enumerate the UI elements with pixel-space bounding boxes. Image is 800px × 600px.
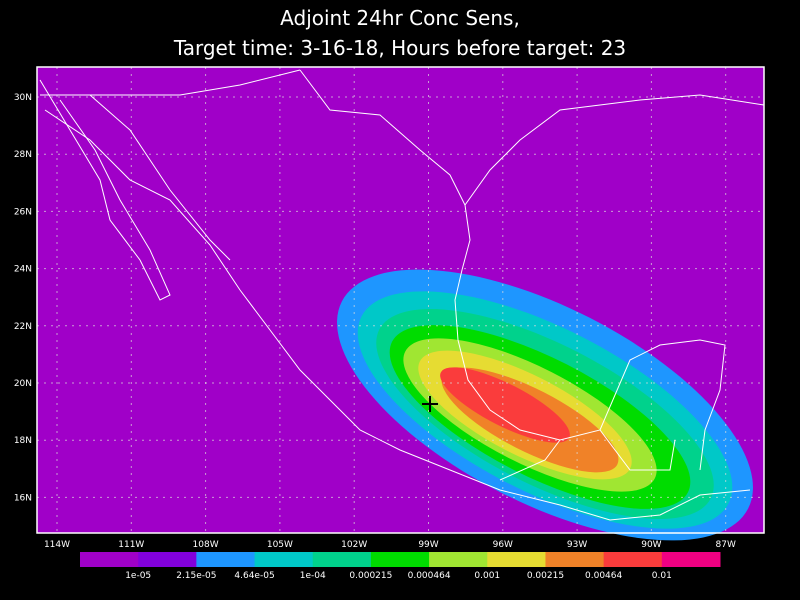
borders (40, 69, 676, 481)
lon-label: 93W (567, 540, 587, 550)
lat-label: 20N (14, 379, 32, 389)
axes: 30N 28N 26N 24N 22N 20N 18N 16N 114W 111W 108W 105W… (14, 93, 736, 550)
lat-label: 22N (14, 322, 32, 332)
colorbar-label: 1e-04 (300, 571, 326, 581)
colorbar: 1e-05 2.15e-05 4.64e-05 1e-04 0.000215 0.0004… (80, 552, 721, 581)
gulf-coast (299, 69, 726, 471)
us-coast (464, 94, 765, 206)
lon-label: 87W (716, 540, 736, 550)
colorbar-swatch (603, 552, 663, 567)
lat-label: 28N (14, 150, 32, 160)
colorbar-swatch (370, 552, 430, 567)
lon-label: 114W (44, 540, 70, 550)
title-line-2: Target time: 3-16-18, Hours before targe… (173, 36, 626, 60)
lat-label: 26N (14, 207, 32, 217)
baja-california (39, 79, 171, 301)
colorbar-swatch (661, 552, 721, 567)
target-marker (422, 396, 438, 412)
lon-label: 96W (493, 540, 513, 550)
lon-label: 90W (641, 540, 661, 550)
colorbar-swatch (487, 552, 546, 567)
lon-label: 111W (118, 540, 144, 550)
colorbar-swatch (545, 552, 605, 567)
coastlines (39, 69, 765, 521)
colorbar-label: 0.01 (652, 571, 672, 581)
colorbar-label: 0.001 (474, 571, 500, 581)
colorbar-label: 0.00464 (585, 571, 622, 581)
lat-label: 16N (14, 493, 32, 503)
colorbar-label: 4.64e-05 (234, 571, 274, 581)
colorbar-label: 0.000215 (349, 571, 392, 581)
colorbar-swatch (196, 552, 256, 567)
colorbar-label: 1e-05 (125, 571, 151, 581)
lat-label: 24N (14, 265, 32, 275)
grid (37, 67, 764, 533)
lon-label: 108W (193, 540, 219, 550)
colorbar-swatch (312, 552, 372, 567)
map-frame (36, 66, 765, 534)
gulf-of-california-coast (89, 94, 231, 261)
lon-label: 105W (267, 540, 293, 550)
colorbar-swatch (80, 552, 139, 567)
colorbar-swatch (138, 552, 197, 567)
lat-label: 30N (14, 93, 32, 103)
colorbar-swatch (254, 552, 314, 567)
lat-label: 18N (14, 436, 32, 446)
colorbar-label: 2.15e-05 (176, 571, 216, 581)
colorbar-label: 0.00215 (527, 571, 564, 581)
colorbar-swatch (429, 552, 488, 567)
lon-label: 102W (341, 540, 367, 550)
title-line-1: Adjoint 24hr Conc Sens, (280, 6, 520, 30)
lon-label: 99W (418, 540, 438, 550)
pacific-coast (44, 109, 751, 521)
colorbar-label: 0.000464 (408, 571, 451, 581)
